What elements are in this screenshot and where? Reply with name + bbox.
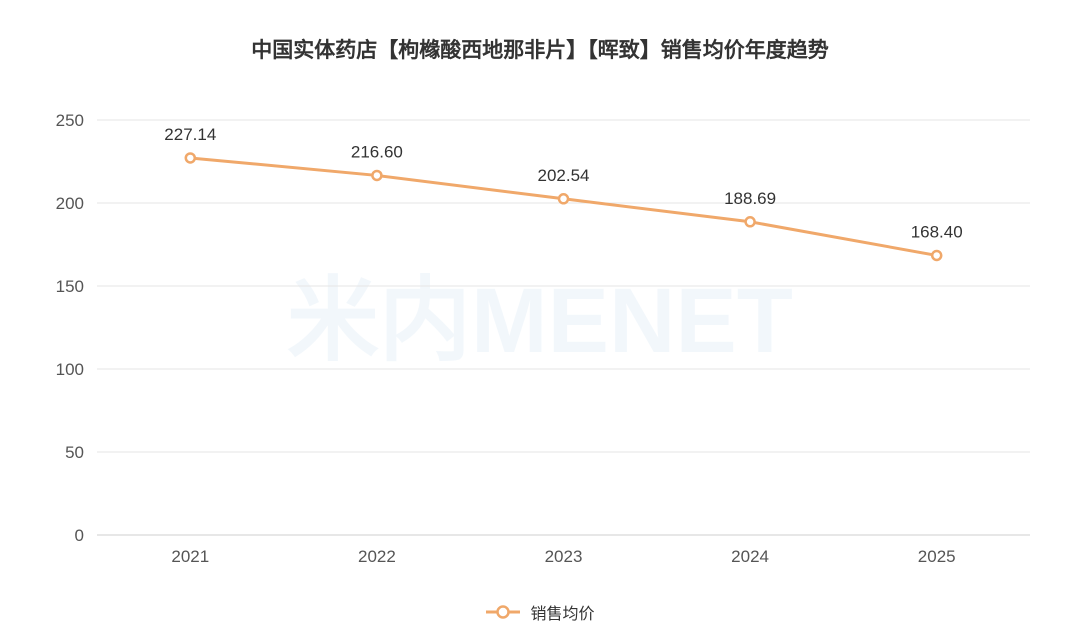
data-label: 227.14 — [164, 125, 216, 144]
x-tick-label: 2023 — [545, 547, 583, 566]
legend-label: 销售均价 — [530, 604, 595, 623]
y-tick-label: 100 — [56, 360, 84, 379]
data-label: 216.60 — [351, 142, 403, 161]
y-tick-label: 200 — [56, 194, 84, 213]
data-label: 188.69 — [724, 189, 776, 208]
data-point[interactable] — [557, 193, 570, 205]
y-tick-label: 50 — [65, 443, 84, 462]
data-point[interactable] — [184, 152, 197, 164]
y-tick-label: 250 — [56, 111, 84, 130]
data-labels: 227.14 216.60 202.54 188.69 168.40 — [164, 125, 962, 242]
legend[interactable]: 销售均价 — [0, 600, 1080, 624]
data-point[interactable] — [744, 216, 756, 228]
data-label: 202.54 — [538, 166, 590, 185]
grid-lines — [97, 119, 1030, 536]
x-tick-label: 2022 — [358, 547, 396, 566]
y-tick-label: 150 — [56, 277, 84, 296]
data-label: 168.40 — [911, 222, 963, 241]
x-axis-ticks: 2021 2022 2023 2024 2025 — [171, 547, 955, 566]
chart-title: 中国实体药店【枸橼酸西地那非片】【晖致】销售均价年度趋势 — [251, 38, 829, 62]
y-tick-label: 0 — [75, 526, 84, 545]
series-line-group — [184, 152, 943, 262]
x-tick-label: 2025 — [918, 547, 956, 566]
data-point[interactable] — [371, 169, 383, 182]
data-point[interactable] — [930, 249, 943, 262]
legend-line-marker-icon — [486, 605, 521, 619]
menet-watermark: 米内MENET — [287, 270, 793, 372]
x-tick-label: 2021 — [171, 547, 209, 566]
y-axis-ticks: 0 50 100 150 200 250 — [56, 111, 84, 545]
watermark-text: 米内MENET — [287, 270, 793, 372]
x-tick-label: 2024 — [731, 547, 769, 566]
